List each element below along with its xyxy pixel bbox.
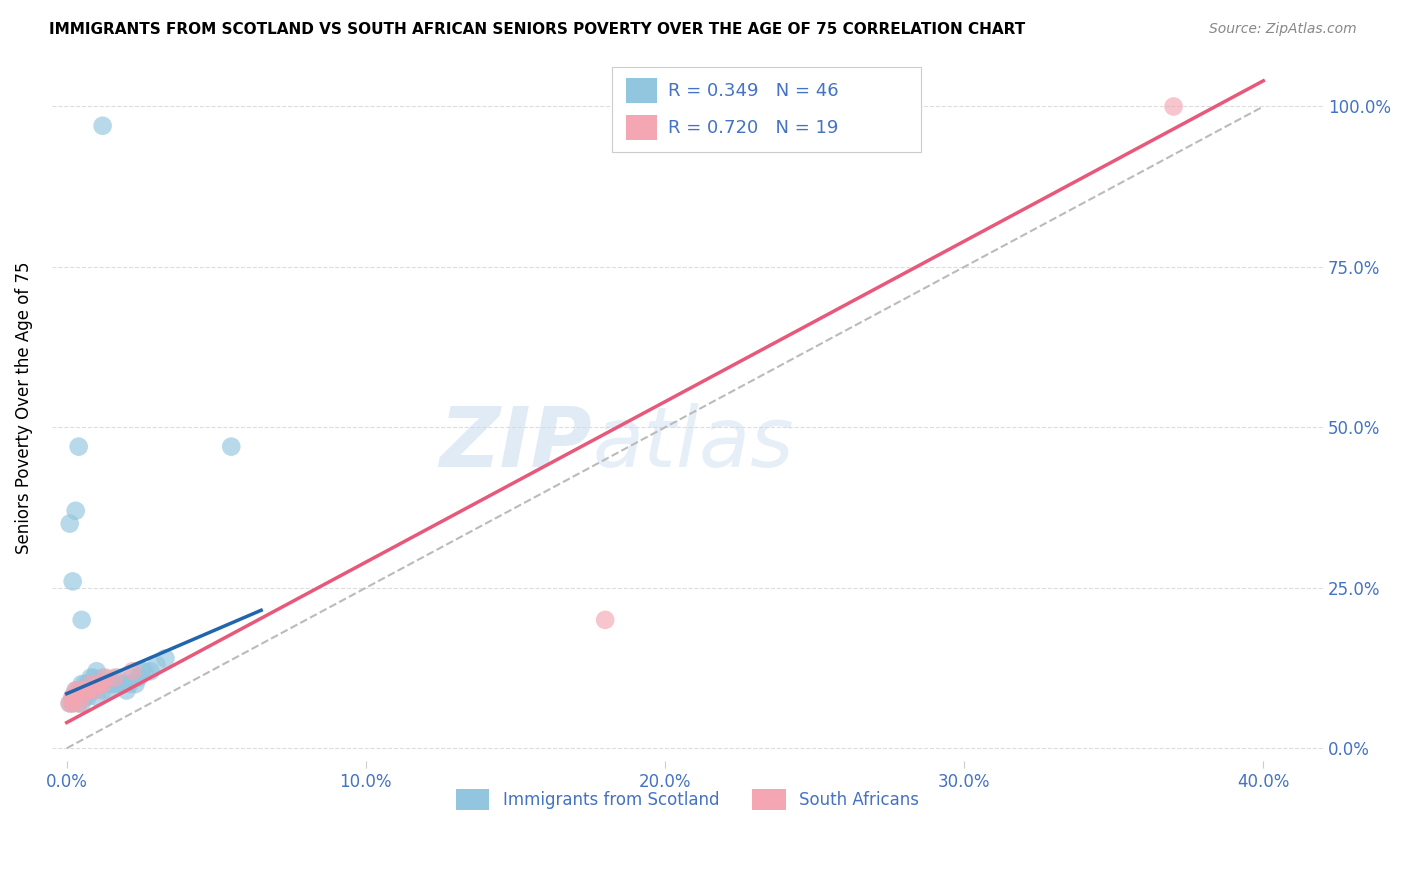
Legend: Immigrants from Scotland, South Africans: Immigrants from Scotland, South Africans [449,782,925,816]
Point [103,677,125,691]
Point [134,665,156,679]
Point [112,677,135,691]
Point [1163,99,1185,113]
Point [73,683,96,698]
Point [76,690,98,704]
Point [86,665,108,679]
Point [59,696,82,710]
Point [121,665,143,679]
Point [83,683,105,698]
Point [83,683,105,698]
Point [62,574,84,589]
Point [67,440,90,454]
Point [97,683,120,698]
Y-axis label: Seniors Poverty Over the Age of 75: Seniors Poverty Over the Age of 75 [15,262,32,554]
Point [115,683,138,698]
Point [67,683,90,698]
Point [59,696,82,710]
Text: atlas: atlas [592,403,794,483]
Point [83,671,105,685]
Point [86,677,108,691]
Point [86,690,108,704]
Point [65,504,87,518]
Point [91,119,114,133]
Point [91,683,114,698]
Point [219,440,242,454]
Point [73,677,96,691]
Point [76,683,98,698]
Point [59,516,82,531]
Point [89,677,111,691]
Point [62,696,84,710]
Point [107,671,129,685]
Text: IMMIGRANTS FROM SCOTLAND VS SOUTH AFRICAN SENIORS POVERTY OVER THE AGE OF 75 COR: IMMIGRANTS FROM SCOTLAND VS SOUTH AFRICA… [49,22,1025,37]
Point [89,677,111,691]
Point [70,613,93,627]
Point [121,671,143,685]
Point [70,677,93,691]
Point [79,671,101,685]
Point [139,665,162,679]
Point [155,651,177,665]
Point [110,677,132,691]
Text: Source: ZipAtlas.com: Source: ZipAtlas.com [1209,22,1357,37]
Point [91,677,114,691]
Point [67,696,90,710]
Point [70,696,93,710]
Point [94,671,117,685]
Point [62,696,84,710]
Text: ZIP: ZIP [440,403,592,483]
Point [65,683,87,698]
Point [62,690,84,704]
Point [145,657,167,672]
Point [79,677,101,691]
Text: R = 0.720   N = 19: R = 0.720 N = 19 [668,119,838,136]
Point [65,683,87,698]
Text: R = 0.349   N = 46: R = 0.349 N = 46 [668,82,838,100]
Point [128,671,150,685]
Point [73,690,96,704]
Point [131,665,153,679]
Point [103,671,125,685]
Point [65,690,87,704]
Point [67,696,90,710]
Point [593,613,616,627]
Point [70,690,93,704]
Point [67,683,90,698]
Point [62,690,84,704]
Point [124,677,146,691]
Point [91,671,114,685]
Point [94,677,117,691]
Point [79,683,101,698]
Point [118,677,141,691]
Point [76,677,98,691]
Point [100,677,122,691]
